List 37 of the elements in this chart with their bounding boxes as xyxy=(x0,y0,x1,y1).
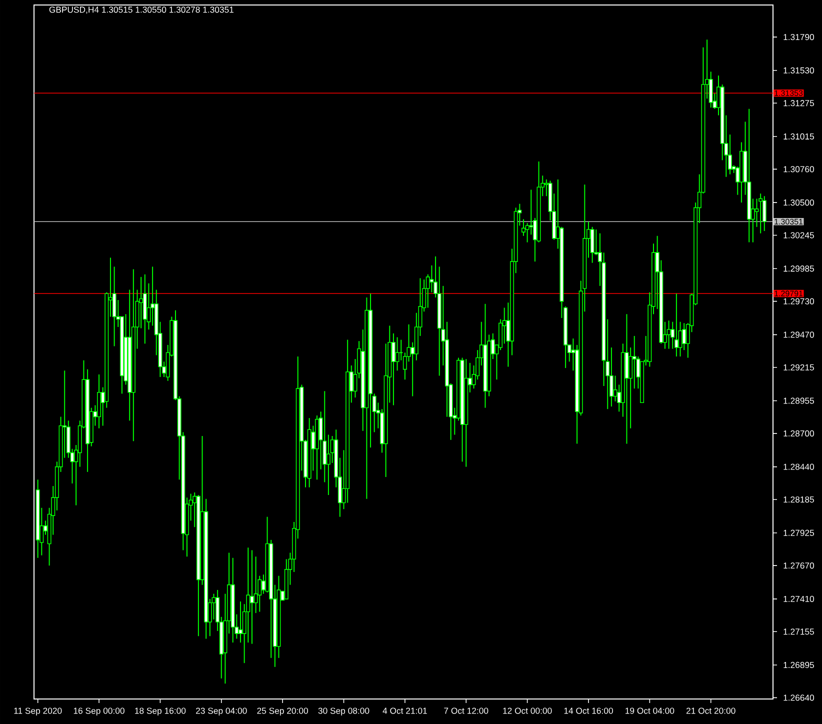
y-tick-label: 1.29985 xyxy=(784,266,814,272)
x-tick-label: 16 Sep 00:00 xyxy=(74,708,124,716)
y-tick-label: 1.30245 xyxy=(784,232,814,238)
y-tick-label: 1.31790 xyxy=(784,34,814,40)
x-tick-label: 14 Oct 16:00 xyxy=(564,708,613,714)
x-tick-label: 18 Sep 16:00 xyxy=(135,708,186,716)
x-tick-label: 7 Oct 12:00 xyxy=(444,708,488,714)
x-tick-label: 21 Oct 20:00 xyxy=(686,708,736,714)
y-tick-label: 1.28185 xyxy=(784,496,814,503)
x-tick-label: 25 Sep 20:00 xyxy=(257,708,308,716)
y-tick-label: 1.27670 xyxy=(784,562,814,569)
y-tick-label: 1.28440 xyxy=(784,464,814,470)
ref-line-label: 1.31353 xyxy=(774,90,803,96)
y-tick-label: 1.29730 xyxy=(784,298,814,304)
x-tick-label: 4 Oct 21:01 xyxy=(382,708,427,714)
y-tick-label: 1.31015 xyxy=(784,133,814,140)
y-tick-label: 1.27925 xyxy=(784,530,814,536)
ref-line-label: 1.30351 xyxy=(774,218,803,224)
x-tick-label: 12 Oct 00:00 xyxy=(503,708,552,714)
y-tick-label: 1.28955 xyxy=(784,398,814,404)
y-tick-label: 1.29215 xyxy=(784,364,814,370)
y-tick-label: 1.29470 xyxy=(784,332,814,338)
y-tick-label: 1.27410 xyxy=(784,596,814,602)
y-tick-label: 1.27155 xyxy=(784,628,814,635)
y-tick-label: 1.28700 xyxy=(784,430,814,437)
y-tick-label: 1.30500 xyxy=(784,199,814,206)
y-tick-label: 1.26640 xyxy=(784,694,814,701)
x-tick-label: 19 Oct 04:00 xyxy=(626,708,674,714)
y-tick-label: 1.30760 xyxy=(784,166,814,172)
x-tick-label: 23 Sep 04:00 xyxy=(196,708,247,716)
y-tick-label: 1.31275 xyxy=(784,100,814,106)
y-tick-label: 1.26895 xyxy=(784,662,814,668)
y-tick-label: 1.31530 xyxy=(784,67,814,74)
ref-line-label: 1.29791 xyxy=(774,290,803,296)
x-tick-label: 30 Sep 08:00 xyxy=(318,708,370,716)
x-tick-label: 11 Sep 2020 xyxy=(14,708,62,716)
chart-title: GBPUSD,H4 1.30515 1.30550 1.30278 1.30351 xyxy=(49,6,234,14)
